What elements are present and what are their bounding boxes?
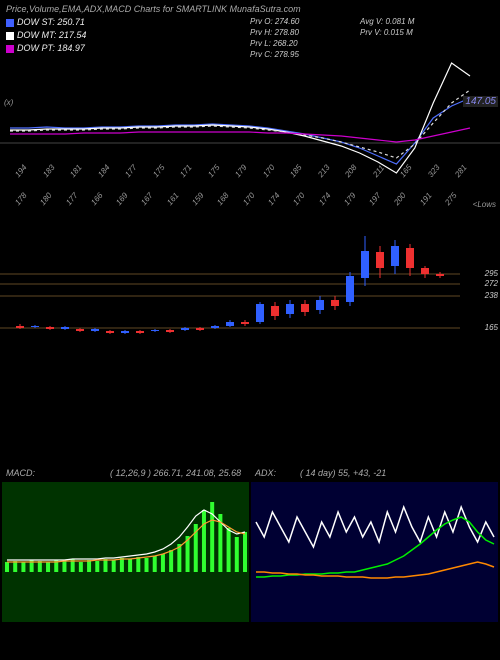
- legend-item: DOW ST: 250.71: [6, 16, 86, 29]
- volume-info: Avg V: 0.081 M Prv V: 0.015 M: [360, 16, 414, 38]
- price-ema-panel: (x) <Tops 147.05 19418318118417717517117…: [0, 38, 500, 198]
- last-price-tag: 147.05: [463, 96, 498, 107]
- adx-params: ( 14 day) 55, +43, -21: [300, 468, 386, 478]
- macd-label: MACD:: [6, 468, 35, 478]
- adx-label: ADX:: [255, 468, 276, 478]
- candlestick-panel: <Lows 295272238165 178180177166169167161…: [0, 178, 500, 358]
- macd-subpanel: [2, 482, 249, 620]
- adx-subpanel: [251, 482, 498, 620]
- macd-params: ( 12,26,9 ) 266.71, 241.08, 25.68: [110, 468, 241, 478]
